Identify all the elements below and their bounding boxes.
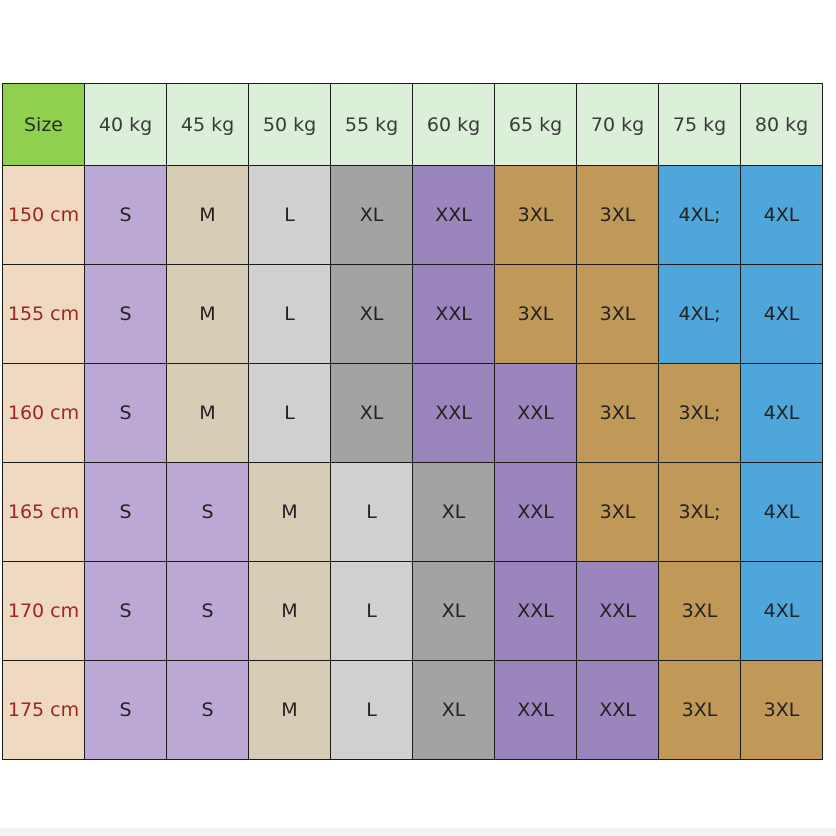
size-cell: M [166, 363, 249, 463]
size-cell: S [84, 165, 167, 265]
size-cell: S [84, 660, 167, 760]
size-cell: L [248, 363, 331, 463]
height-label: 165 cm [2, 462, 85, 562]
size-cell: S [84, 462, 167, 562]
size-cell: L [330, 660, 413, 760]
table-row: 165 cm S S M L XL XXL 3XL 3XL; 4XL [2, 462, 823, 562]
size-cell: XXL [494, 462, 577, 562]
size-cell: XXL [412, 165, 495, 265]
corner-size-label: Size [2, 83, 85, 166]
size-cell: L [248, 165, 331, 265]
size-cell: M [166, 165, 249, 265]
size-cell: M [166, 264, 249, 364]
size-cell: M [248, 660, 331, 760]
table-row: 170 cm S S M L XL XXL XXL 3XL 4XL [2, 561, 823, 661]
weight-header-row: Size 40 kg 45 kg 50 kg 55 kg 60 kg 65 kg… [2, 83, 823, 166]
size-cell: L [330, 462, 413, 562]
size-cell: S [84, 561, 167, 661]
size-cell: 4XL; [658, 264, 741, 364]
size-cell: 3XL [658, 561, 741, 661]
size-cell: M [248, 462, 331, 562]
size-cell: XXL [412, 363, 495, 463]
height-label: 160 cm [2, 363, 85, 463]
size-cell: M [248, 561, 331, 661]
size-cell: XXL [494, 660, 577, 760]
height-label: 170 cm [2, 561, 85, 661]
size-cell: 3XL [494, 165, 577, 265]
weight-header-cell: 60 kg [412, 83, 495, 166]
size-cell: 4XL [740, 264, 823, 364]
size-cell: 4XL [740, 561, 823, 661]
weight-header-cell: 40 kg [84, 83, 167, 166]
table-row: 150 cm S M L XL XXL 3XL 3XL 4XL; 4XL [2, 165, 823, 265]
table-row: 175 cm S S M L XL XXL XXL 3XL 3XL [2, 660, 823, 760]
size-chart-header: Size 40 kg 45 kg 50 kg 55 kg 60 kg 65 kg… [2, 83, 823, 166]
table-row: 155 cm S M L XL XXL 3XL 3XL 4XL; 4XL [2, 264, 823, 364]
weight-header-cell: 65 kg [494, 83, 577, 166]
size-cell: XL [412, 561, 495, 661]
size-cell: XXL [576, 660, 659, 760]
height-label: 150 cm [2, 165, 85, 265]
size-cell: 3XL [494, 264, 577, 364]
size-cell: XL [330, 363, 413, 463]
weight-header-cell: 55 kg [330, 83, 413, 166]
size-cell: XL [412, 462, 495, 562]
size-cell: XXL [576, 561, 659, 661]
size-cell: XXL [494, 363, 577, 463]
size-cell: 3XL [658, 660, 741, 760]
size-cell: 3XL [576, 165, 659, 265]
height-label: 175 cm [2, 660, 85, 760]
size-cell: 4XL [740, 363, 823, 463]
size-chart-table: Size 40 kg 45 kg 50 kg 55 kg 60 kg 65 kg… [2, 83, 823, 760]
size-cell: 3XL [740, 660, 823, 760]
size-cell: XL [330, 165, 413, 265]
size-cell: 4XL [740, 462, 823, 562]
size-cell: XXL [412, 264, 495, 364]
size-cell: 3XL; [658, 462, 741, 562]
size-cell: 3XL; [658, 363, 741, 463]
height-label: 155 cm [2, 264, 85, 364]
size-cell: 3XL [576, 462, 659, 562]
size-cell: XXL [494, 561, 577, 661]
weight-header-cell: 80 kg [740, 83, 823, 166]
size-cell: XL [412, 660, 495, 760]
weight-header-cell: 50 kg [248, 83, 331, 166]
size-cell: S [166, 561, 249, 661]
size-cell: L [248, 264, 331, 364]
weight-header-cell: 70 kg [576, 83, 659, 166]
size-chart-body: 150 cm S M L XL XXL 3XL 3XL 4XL; 4XL 155… [2, 165, 823, 760]
size-cell: XL [330, 264, 413, 364]
size-cell: 4XL [740, 165, 823, 265]
size-cell: S [166, 660, 249, 760]
size-cell: S [166, 462, 249, 562]
size-cell: 4XL; [658, 165, 741, 265]
size-cell: L [330, 561, 413, 661]
size-cell: S [84, 363, 167, 463]
table-row: 160 cm S M L XL XXL XXL 3XL 3XL; 4XL [2, 363, 823, 463]
size-cell: 3XL [576, 363, 659, 463]
size-cell: 3XL [576, 264, 659, 364]
size-cell: S [84, 264, 167, 364]
weight-header-cell: 45 kg [166, 83, 249, 166]
page-bottom-divider [0, 828, 836, 836]
weight-header-cell: 75 kg [658, 83, 741, 166]
